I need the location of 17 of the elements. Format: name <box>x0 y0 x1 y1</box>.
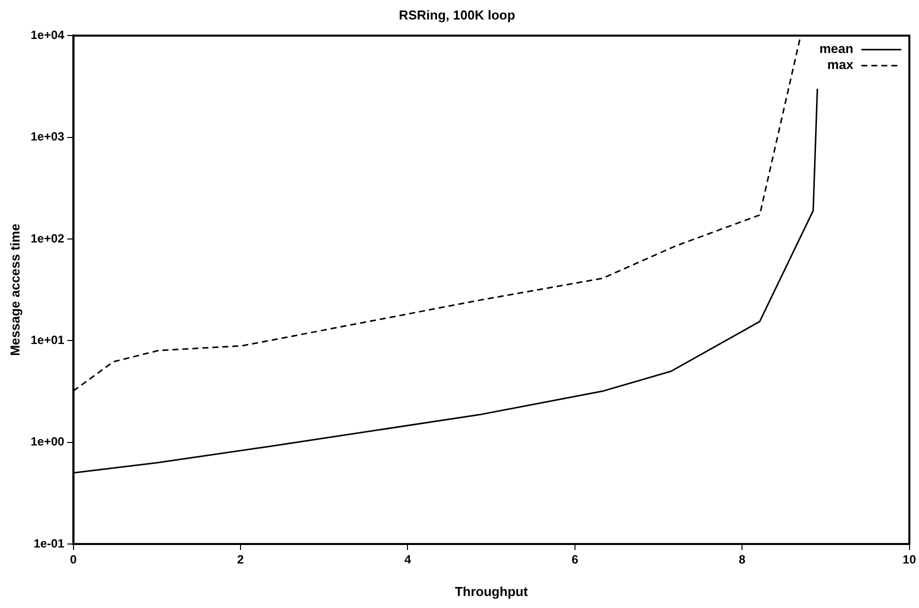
legend-label: mean <box>819 41 854 56</box>
y-axis-title: Message access time <box>7 224 22 356</box>
chart-title: RSRing, 100K loop <box>398 7 516 22</box>
y-tick-label: 1e-01 <box>34 536 65 550</box>
legend-label: max <box>827 57 854 72</box>
y-tick-label: 1e+01 <box>30 332 65 347</box>
y-tick-label: 1e+00 <box>30 434 65 449</box>
x-tick-label: 2 <box>237 552 244 567</box>
y-tick-label: 1e+04 <box>30 28 65 42</box>
x-tick-label: 10 <box>902 552 916 567</box>
y-tick-label: 1e+02 <box>30 231 65 246</box>
x-tick-label: 8 <box>738 552 746 567</box>
x-axis-title: Throughput <box>454 584 528 599</box>
y-tick-label: 1e+03 <box>30 130 65 144</box>
x-tick-label: 4 <box>404 552 412 567</box>
x-tick-label: 0 <box>70 552 77 567</box>
x-tick-label: 6 <box>572 552 579 567</box>
